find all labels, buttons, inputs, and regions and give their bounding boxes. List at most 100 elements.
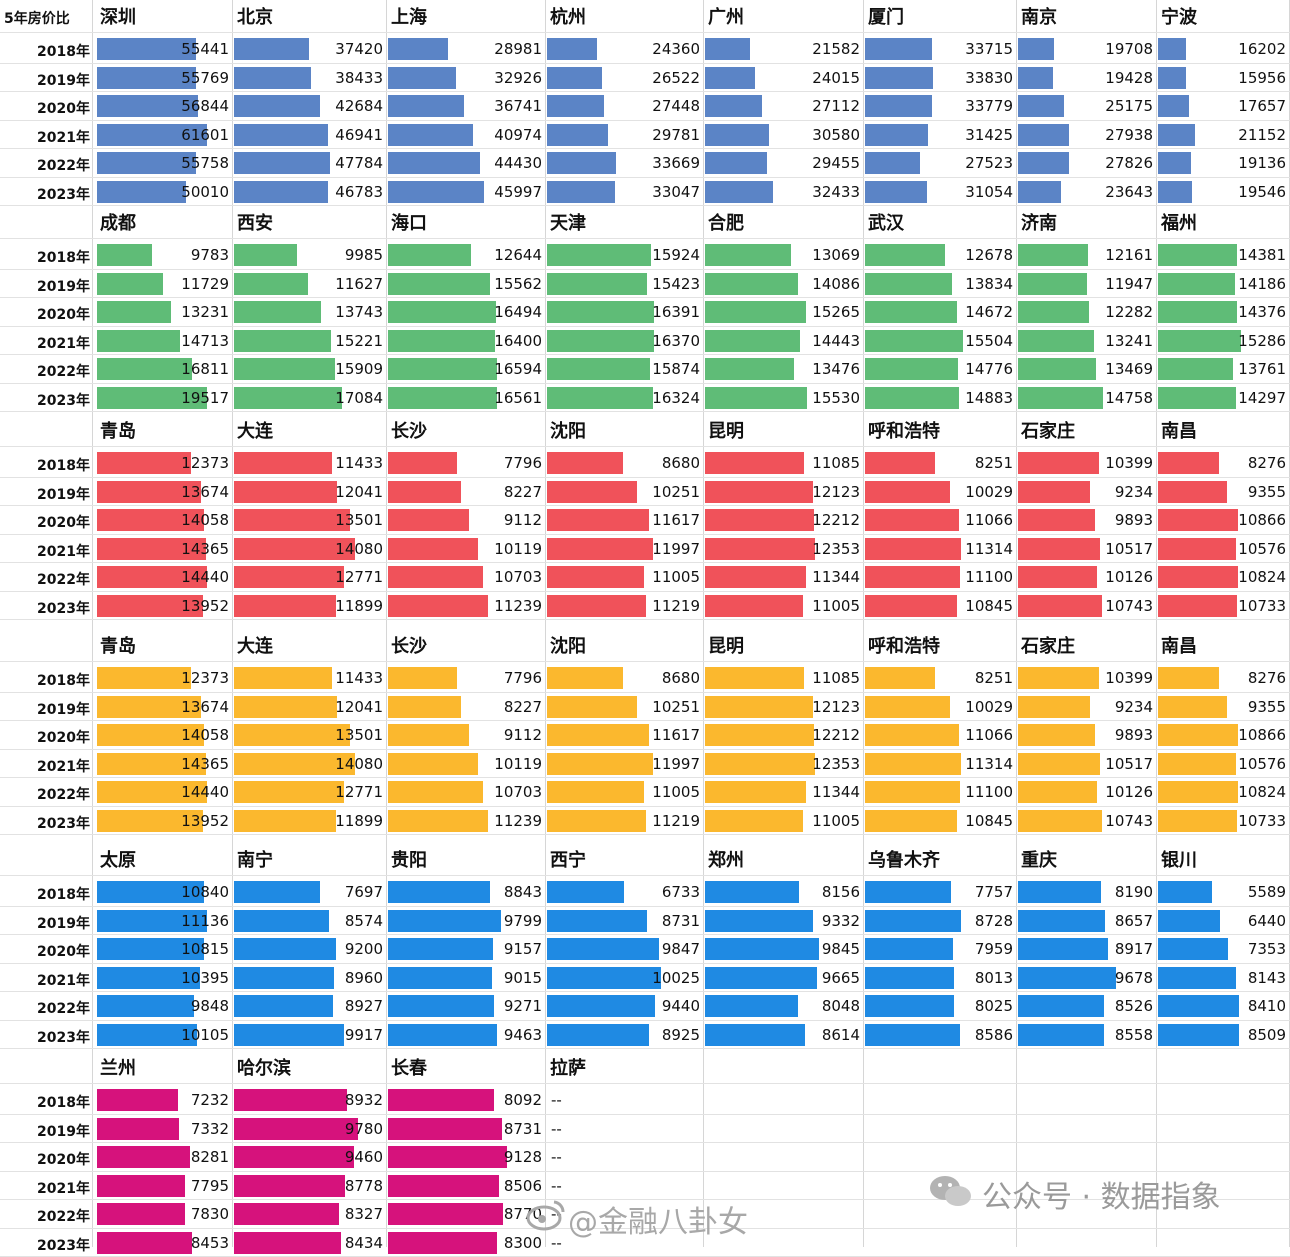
value-label: 14440 xyxy=(181,783,229,801)
value-label: 16494 xyxy=(494,303,542,321)
city-name: 乌鲁木齐 xyxy=(868,850,940,871)
value-label: 8410 xyxy=(1247,997,1286,1015)
bar xyxy=(1158,38,1186,60)
wechat-icon xyxy=(930,1176,971,1206)
bar xyxy=(388,566,483,588)
value-label: 14086 xyxy=(812,274,860,293)
bar xyxy=(547,809,646,832)
bar xyxy=(705,452,804,474)
bar xyxy=(1018,180,1061,203)
grid-line-horizontal xyxy=(0,268,1290,270)
grid-line-horizontal xyxy=(0,297,1290,298)
city-name: 长沙 xyxy=(391,421,427,442)
grid-line-vertical xyxy=(232,0,233,1247)
value-label: 13761 xyxy=(1238,360,1286,378)
value-label: 15924 xyxy=(652,246,700,264)
value-label: 11617 xyxy=(652,726,700,744)
value-label: 13674 xyxy=(181,697,229,716)
bar xyxy=(1018,695,1090,718)
value-label: 8586 xyxy=(974,1025,1013,1044)
bar xyxy=(705,38,750,60)
bar xyxy=(388,1117,502,1140)
grid-line-horizontal xyxy=(0,905,1290,907)
missing-value: -- xyxy=(551,1148,562,1166)
value-label: 10824 xyxy=(1238,783,1286,801)
bar xyxy=(1018,809,1102,832)
value-label: 10105 xyxy=(181,1025,229,1044)
value-label: 9332 xyxy=(821,911,860,930)
bar xyxy=(97,180,186,203)
bar xyxy=(865,95,932,117)
value-label: 15423 xyxy=(652,274,700,293)
value-label: 10576 xyxy=(1238,539,1286,558)
value-label: 9985 xyxy=(344,246,383,264)
value-label: 13743 xyxy=(335,303,383,321)
bar xyxy=(1018,272,1087,295)
bar xyxy=(547,781,644,803)
bar xyxy=(705,881,799,903)
year-label: 2022年 xyxy=(37,1209,90,1225)
grid-line-horizontal xyxy=(0,119,1290,121)
value-label: 47784 xyxy=(335,154,383,172)
value-label: 19708 xyxy=(1105,40,1153,58)
bar xyxy=(97,1174,185,1197)
value-label: 15909 xyxy=(335,360,383,378)
value-label: 11314 xyxy=(965,754,1013,773)
bar xyxy=(705,123,769,146)
value-label: 16391 xyxy=(652,303,700,321)
bar xyxy=(234,329,331,352)
year-label: 2021年 xyxy=(37,129,90,146)
value-label: 8251 xyxy=(974,669,1013,687)
bar xyxy=(97,329,180,352)
grid-line-vertical xyxy=(545,0,546,1247)
bar xyxy=(234,1089,347,1111)
value-label: 13469 xyxy=(1105,360,1153,378)
missing-value: -- xyxy=(551,1119,562,1138)
bar xyxy=(97,509,204,531)
value-label: 14776 xyxy=(965,360,1013,378)
weibo-icon xyxy=(526,1200,565,1231)
value-label: 9780 xyxy=(344,1119,383,1138)
value-label: 11617 xyxy=(652,511,700,529)
value-label: 11344 xyxy=(812,568,860,586)
value-label: 14365 xyxy=(181,754,229,773)
value-label: 16594 xyxy=(494,360,542,378)
value-label: 9848 xyxy=(190,997,229,1015)
city-name: 厦门 xyxy=(868,7,904,28)
value-label: 46941 xyxy=(335,125,383,144)
bar xyxy=(97,1203,185,1225)
bar xyxy=(1018,329,1094,352)
value-label: 8509 xyxy=(1247,1025,1286,1044)
value-label: 8526 xyxy=(1114,997,1153,1015)
weibo-watermark: @金融八卦女 xyxy=(568,1205,748,1240)
grid-line-horizontal xyxy=(0,777,1290,778)
bar xyxy=(547,452,623,474)
bar xyxy=(865,66,933,89)
city-name: 广州 xyxy=(708,7,744,28)
bar xyxy=(388,724,469,746)
value-label: 16561 xyxy=(494,388,542,407)
value-label: 13476 xyxy=(812,360,860,378)
value-label: 8917 xyxy=(1114,940,1153,958)
year-label: 2021年 xyxy=(37,1180,90,1197)
city-name: 西宁 xyxy=(550,850,586,871)
bar xyxy=(1018,452,1099,474)
value-label: 11729 xyxy=(181,274,229,293)
value-label: 7232 xyxy=(190,1091,229,1109)
bar xyxy=(1018,123,1069,146)
bar xyxy=(234,123,328,146)
bar xyxy=(97,123,207,146)
bar xyxy=(865,244,945,266)
bar xyxy=(547,594,646,617)
bar xyxy=(705,566,806,588)
value-label: 32926 xyxy=(494,68,542,87)
value-label: 8025 xyxy=(974,997,1013,1015)
value-label: 9128 xyxy=(503,1148,542,1166)
bar xyxy=(1018,38,1054,60)
bar xyxy=(1018,752,1100,775)
bar xyxy=(1158,480,1227,503)
year-label: 2023年 xyxy=(37,600,90,617)
bar xyxy=(865,386,959,409)
value-label: 27938 xyxy=(1105,125,1153,144)
city-name: 南京 xyxy=(1021,7,1057,28)
